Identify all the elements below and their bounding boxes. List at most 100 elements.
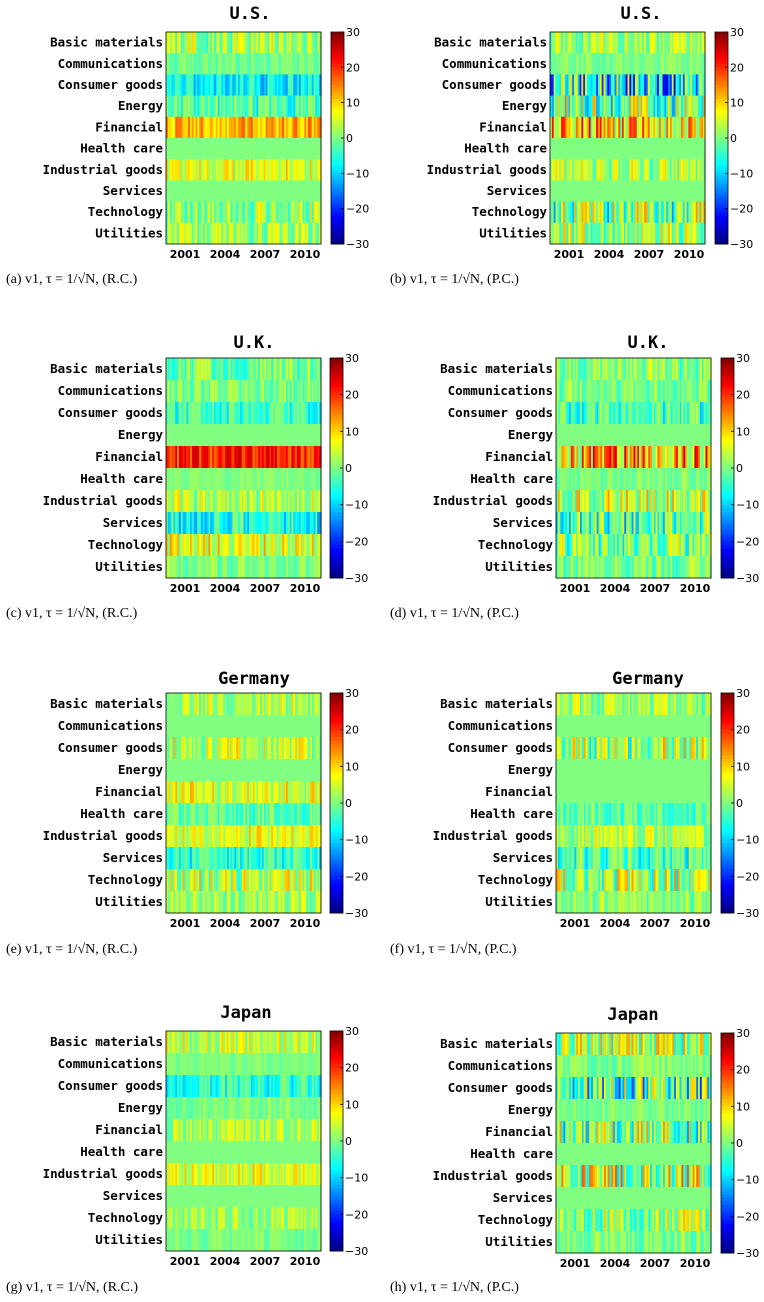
colorbar-band [330, 372, 343, 377]
heatmap-cell [603, 138, 606, 160]
heatmap-cell [250, 159, 254, 181]
heatmap-cell [232, 446, 235, 469]
heatmap-cell [681, 116, 684, 139]
heatmap-cell [681, 138, 684, 160]
heatmap-cell [550, 74, 553, 96]
heatmap-cell [215, 468, 219, 491]
heatmap-cell [703, 159, 706, 181]
heatmap-cell [191, 201, 195, 224]
heatmap-cell [317, 201, 320, 224]
colorbar-band [715, 95, 728, 100]
heatmap-cell [653, 74, 656, 96]
heatmap-cell [182, 222, 186, 245]
heatmap-cell [302, 201, 305, 224]
heatmap-cell [267, 95, 270, 118]
heatmap-cell [206, 53, 210, 75]
colorbar-band [330, 792, 343, 797]
heatmap-cell [210, 74, 213, 96]
heatmap-cell [319, 402, 322, 425]
colorbar-band [715, 53, 728, 58]
heatmap-cell [297, 201, 300, 224]
colorbar-band [715, 173, 728, 178]
heatmap-cell [309, 53, 313, 75]
heatmap-row-1 [166, 380, 322, 403]
heatmap-cell [243, 138, 246, 160]
heatmap-cell [293, 159, 296, 181]
heatmap-cell [647, 201, 651, 224]
heatmap-cell [166, 222, 169, 245]
heatmap-cell [276, 180, 280, 202]
colorbar-band [331, 46, 344, 51]
heatmap-cell [597, 201, 601, 224]
heatmap-cell [201, 74, 204, 96]
heatmap-cell [247, 222, 250, 245]
heatmap-cell [208, 138, 211, 160]
heatmap-cell [271, 468, 274, 491]
heatmap-cell [173, 95, 176, 118]
heatmap-cell [671, 201, 675, 224]
panel-2: U.S.Basic materialsCommunicationsConsume… [390, 4, 753, 287]
heatmap-cell [219, 201, 222, 224]
heatmap-cell [585, 138, 588, 160]
heatmap-cell [167, 446, 171, 469]
heatmap-cell [278, 402, 282, 425]
colorbar-band [331, 85, 344, 90]
heatmap-cell [260, 402, 263, 425]
heatmap-cell [228, 138, 232, 160]
heatmap-cell [282, 380, 285, 403]
colorbar-tick-label: 30 [346, 26, 360, 39]
colorbar-band [330, 737, 343, 742]
heatmap-cell [699, 159, 702, 181]
heatmap-cell [295, 138, 298, 160]
heatmap-cell [186, 201, 189, 224]
heatmap-cell [291, 446, 294, 469]
heatmap-cell [225, 380, 228, 403]
heatmap-cell [295, 424, 298, 447]
heatmap-cell [213, 159, 217, 181]
heatmap-cell [564, 32, 568, 54]
heatmap-cell [223, 201, 226, 224]
heatmap-cell [254, 358, 258, 381]
heatmap-row-2 [166, 74, 322, 96]
heatmap-cell [612, 95, 616, 118]
sector-label: Basic materials [50, 35, 163, 50]
heatmap-cell [219, 402, 222, 425]
heatmap-cell [215, 116, 219, 139]
heatmap-cell [295, 116, 298, 139]
heatmap-cell [287, 468, 291, 491]
heatmap-cell [671, 180, 675, 202]
heatmap-cell [226, 180, 230, 202]
heatmap-cell [664, 74, 667, 96]
heatmap-cell [592, 95, 595, 118]
heatmap-cell [553, 180, 557, 202]
heatmap-cell [180, 180, 184, 202]
heatmap-cell [623, 138, 627, 160]
heatmap-cell [649, 74, 653, 96]
heatmap-cell [252, 138, 256, 160]
heatmap-cell [177, 74, 180, 96]
heatmap-cell [669, 32, 673, 54]
colorbar-band [330, 883, 343, 888]
heatmap-cell [645, 159, 649, 181]
heatmap-cell [171, 446, 174, 469]
heatmap-cell [577, 222, 581, 245]
heatmap-cell [188, 138, 191, 160]
heatmap-cell [627, 201, 630, 224]
colorbar-band [715, 240, 728, 245]
heatmap-cell [243, 159, 246, 181]
heatmap-cell [295, 32, 298, 54]
heatmap-cell [609, 32, 612, 54]
heatmap-cell [594, 95, 597, 118]
heatmap-cell [642, 159, 645, 181]
heatmap-cell [313, 74, 317, 96]
heatmap-cell [612, 201, 616, 224]
heatmap-cell [559, 180, 562, 202]
heatmap-cell [309, 424, 313, 447]
heatmap-cell [237, 222, 241, 245]
heatmap-cell [276, 116, 280, 139]
heatmap-cell [191, 180, 195, 202]
heatmap-cell [284, 53, 287, 75]
heatmap-cell [265, 116, 269, 139]
heatmap-cell [289, 222, 293, 245]
heatmap-cell [276, 222, 280, 245]
